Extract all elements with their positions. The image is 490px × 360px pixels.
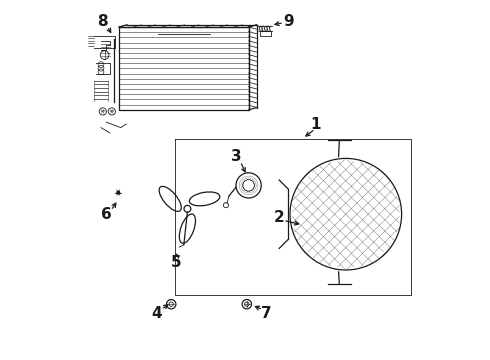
Text: 2: 2 (274, 210, 285, 225)
Text: 4: 4 (151, 306, 162, 321)
Text: 6: 6 (101, 207, 112, 222)
Text: 9: 9 (283, 14, 294, 29)
Text: 3: 3 (231, 149, 241, 164)
Text: 7: 7 (261, 306, 272, 321)
Text: 8: 8 (98, 14, 108, 29)
Circle shape (117, 191, 120, 194)
Text: 5: 5 (172, 255, 182, 270)
Text: 1: 1 (310, 117, 320, 132)
Bar (261, 31, 270, 36)
